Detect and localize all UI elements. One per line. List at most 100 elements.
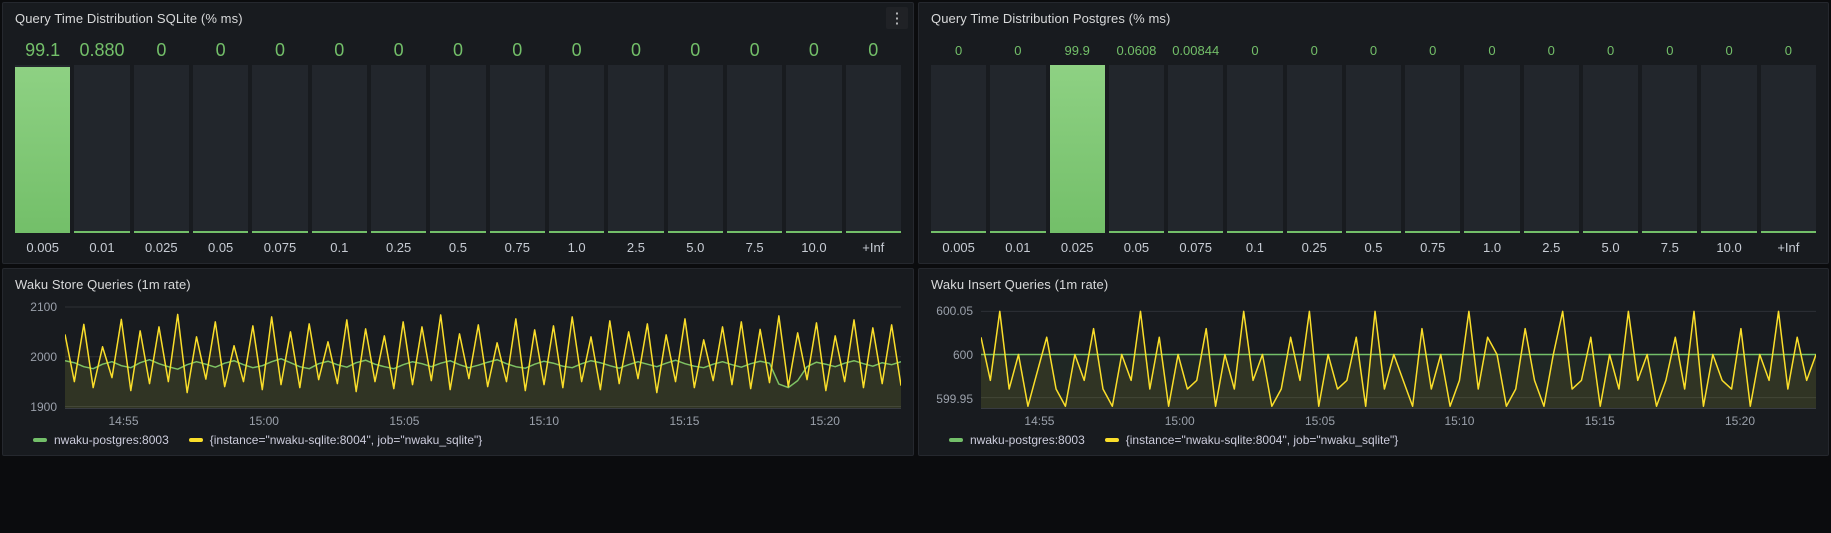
bar-value-label: 0 xyxy=(393,39,404,60)
bar-min-line xyxy=(667,231,723,233)
bar-bucket-label: 0.075 xyxy=(263,240,297,255)
bar-bucket-label: 0.25 xyxy=(1301,240,1327,255)
bar-value-label: 99.1 xyxy=(25,39,61,60)
bar-value-label: 0 xyxy=(512,39,523,60)
bar-track xyxy=(133,65,189,233)
bar-value-label: 0 xyxy=(1547,42,1555,58)
bar-column: 0 10.0 xyxy=(1701,35,1757,257)
bar-min-line xyxy=(1405,231,1461,233)
bar-min-line xyxy=(133,231,189,233)
y-axis-label: 600.05 xyxy=(936,304,973,319)
bar-bucket-label: +Inf xyxy=(1777,240,1800,255)
bar-bucket-label: 5.0 xyxy=(1601,240,1620,255)
y-axis: 599.95 600 600.05 xyxy=(931,301,981,409)
bar-column: 99.1 0.005 xyxy=(15,35,71,257)
bar-track xyxy=(489,65,545,233)
legend-label: nwaku-postgres:8003 xyxy=(54,433,169,447)
y-axis-label: 2000 xyxy=(30,350,57,365)
bar-column: 0 0.75 xyxy=(1405,35,1461,257)
bar-min-line xyxy=(990,231,1046,233)
x-axis-label: 15:00 xyxy=(248,414,279,428)
bar-bucket-label: 10.0 xyxy=(801,240,827,255)
panel-menu-icon[interactable]: ⋮ xyxy=(886,7,908,29)
bar-column: 0 +Inf xyxy=(845,35,901,257)
panel-query-time-postgres: Query Time Distribution Postgres (% ms) … xyxy=(918,2,1829,264)
bar-column: 0 0.005 xyxy=(931,35,987,257)
bar-min-line xyxy=(1227,231,1283,233)
bar-min-line xyxy=(74,231,130,233)
bar-min-line xyxy=(252,231,308,233)
bar-value-label: 0 xyxy=(868,39,879,60)
bar-column: 0 0.1 xyxy=(311,35,367,257)
bar-track xyxy=(1464,65,1520,233)
panel-query-time-sqlite: Query Time Distribution SQLite (% ms) ⋮ … xyxy=(2,2,914,264)
bar-track xyxy=(1049,65,1105,233)
bar-track xyxy=(1760,65,1816,233)
bar-value-label: 0 xyxy=(334,39,345,60)
legend-label: nwaku-postgres:8003 xyxy=(970,433,1085,447)
bar-value-label: 0 xyxy=(452,39,463,60)
legend-item[interactable]: nwaku-postgres:8003 xyxy=(33,433,169,447)
legend-item[interactable]: {instance="nwaku-sqlite:8004", job="nwak… xyxy=(188,433,482,447)
plot-area[interactable] xyxy=(981,301,1816,409)
bar-min-line xyxy=(931,231,987,233)
bar-track xyxy=(1405,65,1461,233)
bar-column: 0.880 0.01 xyxy=(74,35,130,257)
bar-track xyxy=(1227,65,1283,233)
bar-bucket-label: 0.75 xyxy=(504,240,530,255)
bar-track xyxy=(667,65,723,233)
bar-column: 0 0.05 xyxy=(192,35,249,257)
bar-fill xyxy=(15,66,71,233)
bar-value-label: 0.00844 xyxy=(1172,42,1220,58)
x-axis-label: 15:10 xyxy=(529,414,560,428)
bar-bucket-label: 2.5 xyxy=(626,240,645,255)
bar-column: 0 1.0 xyxy=(548,35,605,257)
bar-min-line xyxy=(1701,231,1757,233)
bar-min-line xyxy=(786,231,842,233)
bar-bucket-label: 0.5 xyxy=(448,240,467,255)
bar-column: 0 0.075 xyxy=(252,35,308,257)
plot-area[interactable] xyxy=(65,301,901,409)
bar-value-label: 0 xyxy=(215,39,226,60)
legend-label: {instance="nwaku-sqlite:8004", job="nwak… xyxy=(1125,433,1399,447)
legend-color-swatch xyxy=(949,438,963,442)
x-axis: 14:55 15:00 15:05 15:10 15:15 15:20 xyxy=(65,409,901,429)
bar-min-line xyxy=(1582,231,1639,233)
bar-track xyxy=(15,65,71,233)
bar-track xyxy=(311,65,367,233)
bar-bucket-label: 7.5 xyxy=(1660,240,1679,255)
bar-min-line xyxy=(192,231,249,233)
bar-track xyxy=(548,65,605,233)
panel-header: Query Time Distribution Postgres (% ms) xyxy=(919,3,1828,33)
bar-track xyxy=(608,65,664,233)
y-axis-label: 599.95 xyxy=(936,391,973,406)
panel-header: Waku Store Queries (1m rate) xyxy=(3,269,913,299)
legend-color-swatch xyxy=(188,438,203,442)
bar-track xyxy=(1523,65,1579,233)
legend-item[interactable]: {instance="nwaku-sqlite:8004", job="nwak… xyxy=(1104,433,1399,447)
panel-header: Query Time Distribution SQLite (% ms) ⋮ xyxy=(3,3,913,33)
bar-value-label: 0.880 xyxy=(79,39,125,60)
bar-value-label: 0 xyxy=(1310,42,1318,58)
bar-min-line xyxy=(1760,231,1816,233)
panel-title: Query Time Distribution Postgres (% ms) xyxy=(931,10,1171,26)
bar-min-line xyxy=(1642,231,1698,233)
bar-column: 0 7.5 xyxy=(726,35,783,257)
bar-column: 0 1.0 xyxy=(1464,35,1520,257)
bar-track xyxy=(845,65,901,233)
legend: nwaku-postgres:8003 {instance="nwaku-sqli… xyxy=(15,429,901,451)
x-axis-label: 15:05 xyxy=(389,414,420,428)
bar-column: 0 5.0 xyxy=(1582,35,1639,257)
bar-value-label: 0 xyxy=(808,39,819,60)
x-axis-label: 15:20 xyxy=(809,414,840,428)
insert-queries-chart: 599.95 600 600.05 14:55 15:00 15:05 15:10 15:1… xyxy=(919,299,1828,455)
bar-min-line xyxy=(548,231,605,233)
y-axis-label: 600 xyxy=(952,348,973,362)
panel-title: Waku Store Queries (1m rate) xyxy=(15,276,191,292)
bar-value-label: 0 xyxy=(1606,42,1615,58)
bar-track xyxy=(1345,65,1402,233)
legend-item[interactable]: nwaku-postgres:8003 xyxy=(949,433,1085,447)
bar-track xyxy=(1286,65,1342,233)
bar-column: 0 7.5 xyxy=(1642,35,1698,257)
bar-bucket-label: 0.005 xyxy=(942,240,975,255)
